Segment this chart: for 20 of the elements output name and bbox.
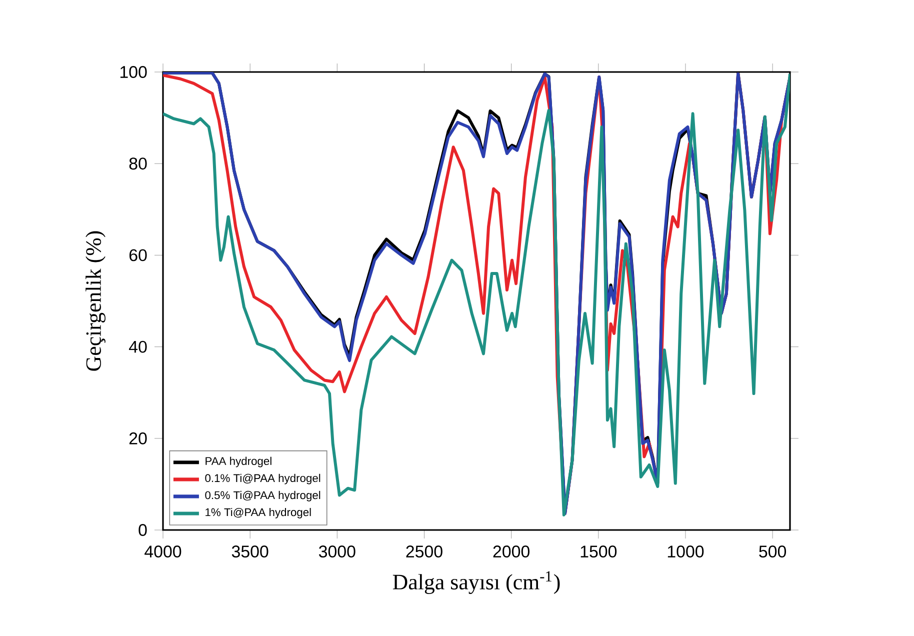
y-axis-title: Geçirgenlik (%): [86, 231, 106, 371]
y-tick-label: 60: [129, 249, 147, 262]
x-tick-label: 1500: [580, 546, 617, 558]
y-tick-label: 20: [129, 432, 147, 444]
x-tick-label: 2000: [493, 546, 530, 558]
y-tick-label: 0: [138, 524, 147, 536]
y-tick-label: 100: [120, 66, 147, 78]
x-tick-label: 500: [759, 546, 786, 558]
legend-label: 0.1% Ti@PAA hydrogel: [205, 474, 320, 484]
x-tick-label: 4000: [144, 546, 182, 558]
x-tick-label: 3500: [232, 546, 268, 558]
y-tick-label: 80: [129, 158, 147, 170]
x-tick-label: 1000: [668, 546, 704, 558]
x-tick-label: 3000: [318, 546, 356, 558]
legend-label: 0.5% Ti@PAA hydrogel: [205, 490, 320, 502]
y-tick-label: 40: [128, 340, 147, 353]
legend-label: 1% Ti@PAA hydrogel: [206, 508, 311, 518]
legend-label: PAA hydrogel: [206, 456, 272, 468]
x-axis-title: Dalga sayısı (cm$^{-1}$): [392, 571, 560, 594]
x-tick-label: 2500: [406, 546, 442, 558]
